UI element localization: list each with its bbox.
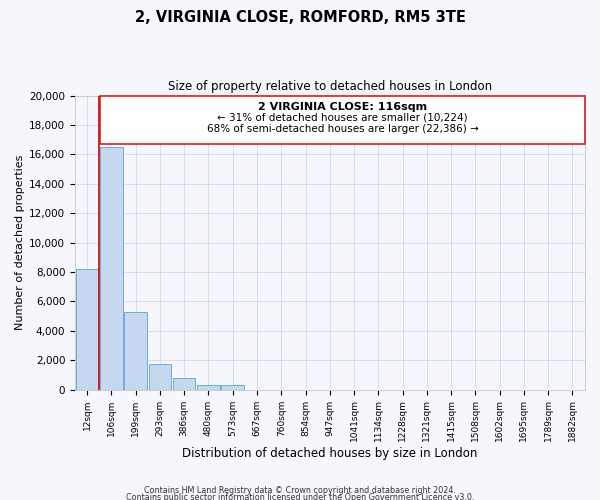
Text: Contains HM Land Registry data © Crown copyright and database right 2024.: Contains HM Land Registry data © Crown c…: [144, 486, 456, 495]
Bar: [100, 96, 585, 144]
Text: 68% of semi-detached houses are larger (22,386) →: 68% of semi-detached houses are larger (…: [207, 124, 479, 134]
Bar: [221, 386, 244, 390]
Title: Size of property relative to detached houses in London: Size of property relative to detached ho…: [168, 80, 492, 93]
Text: 2 VIRGINIA CLOSE: 116sqm: 2 VIRGINIA CLOSE: 116sqm: [258, 102, 427, 112]
Y-axis label: Number of detached properties: Number of detached properties: [15, 155, 25, 330]
Bar: [124, 312, 147, 390]
Text: Contains public sector information licensed under the Open Government Licence v3: Contains public sector information licen…: [126, 494, 474, 500]
Bar: [197, 385, 220, 390]
Text: 2, VIRGINIA CLOSE, ROMFORD, RM5 3TE: 2, VIRGINIA CLOSE, ROMFORD, RM5 3TE: [134, 10, 466, 25]
Bar: [76, 269, 98, 390]
Bar: [173, 378, 196, 390]
Text: ← 31% of detached houses are smaller (10,224): ← 31% of detached houses are smaller (10…: [217, 112, 468, 122]
Bar: [149, 364, 171, 390]
Bar: [100, 147, 122, 390]
X-axis label: Distribution of detached houses by size in London: Distribution of detached houses by size …: [182, 447, 478, 460]
